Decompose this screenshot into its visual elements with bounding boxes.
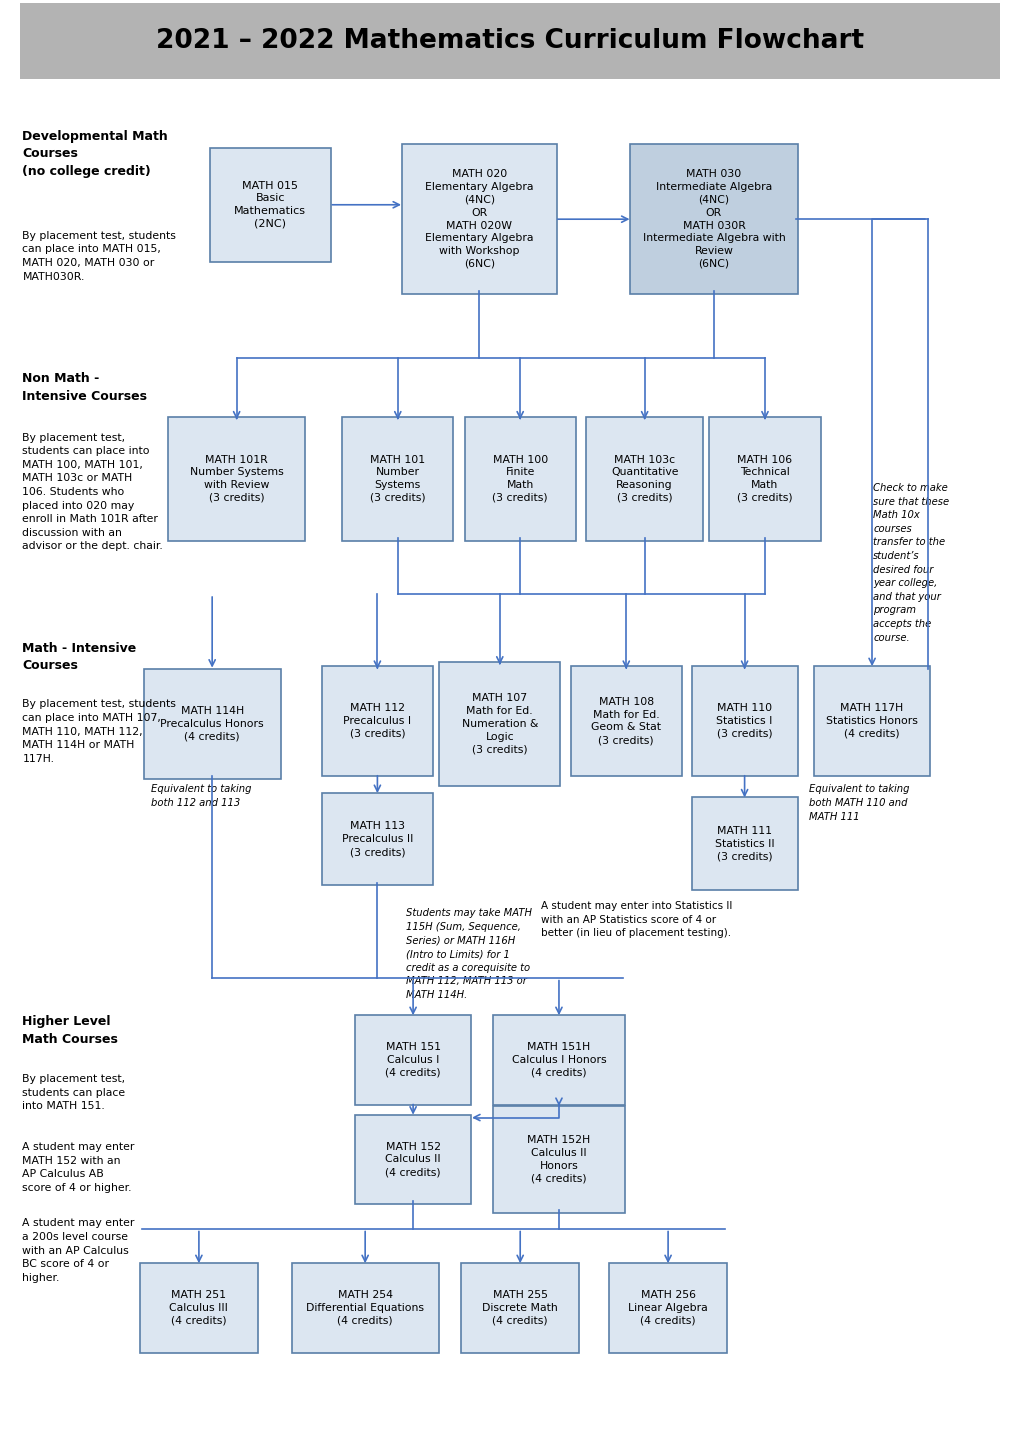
FancyBboxPatch shape [630, 144, 797, 294]
FancyBboxPatch shape [355, 1015, 471, 1105]
FancyBboxPatch shape [571, 666, 681, 776]
Text: MATH 255
Discrete Math
(4 credits): MATH 255 Discrete Math (4 credits) [482, 1291, 557, 1325]
Text: MATH 020
Elementary Algebra
(4NC)
OR
MATH 020W
Elementary Algebra
with Workshop
: MATH 020 Elementary Algebra (4NC) OR MAT… [425, 169, 533, 270]
FancyBboxPatch shape [144, 669, 280, 779]
Text: Non Math -
Intensive Courses: Non Math - Intensive Courses [22, 372, 148, 402]
FancyBboxPatch shape [586, 417, 702, 541]
Text: MATH 254
Differential Equations
(4 credits): MATH 254 Differential Equations (4 credi… [306, 1291, 424, 1325]
Text: MATH 101R
Number Systems
with Review
(3 credits): MATH 101R Number Systems with Review (3 … [190, 454, 283, 503]
Text: MATH 152H
Calculus II
Honors
(4 credits): MATH 152H Calculus II Honors (4 credits) [527, 1135, 590, 1184]
Text: MATH 251
Calculus III
(4 credits): MATH 251 Calculus III (4 credits) [169, 1291, 228, 1325]
Text: MATH 100
Finite
Math
(3 credits): MATH 100 Finite Math (3 credits) [492, 454, 547, 503]
FancyBboxPatch shape [493, 1015, 625, 1105]
Text: MATH 117H
Statistics Honors
(4 credits): MATH 117H Statistics Honors (4 credits) [825, 704, 917, 738]
Text: 2021 – 2022 Mathematics Curriculum Flowchart: 2021 – 2022 Mathematics Curriculum Flowc… [156, 27, 863, 55]
Text: MATH 151
Calculus I
(4 credits): MATH 151 Calculus I (4 credits) [385, 1043, 440, 1077]
FancyBboxPatch shape [401, 144, 556, 294]
Text: MATH 114H
Precalculus Honors
(4 credits): MATH 114H Precalculus Honors (4 credits) [160, 707, 264, 741]
FancyBboxPatch shape [322, 793, 433, 885]
Text: Equivalent to taking
both 112 and 113: Equivalent to taking both 112 and 113 [151, 784, 252, 808]
Text: MATH 015
Basic
Mathematics
(2NC): MATH 015 Basic Mathematics (2NC) [234, 180, 306, 229]
Text: MATH 107
Math for Ed.
Numeration &
Logic
(3 credits): MATH 107 Math for Ed. Numeration & Logic… [462, 694, 537, 754]
Text: MATH 101
Number
Systems
(3 credits): MATH 101 Number Systems (3 credits) [370, 454, 425, 503]
Text: Students may take MATH
115H (Sum, Sequence,
Series) or MATH 116H
(Intro to Limit: Students may take MATH 115H (Sum, Sequen… [406, 908, 532, 1001]
FancyBboxPatch shape [608, 1263, 727, 1353]
FancyBboxPatch shape [465, 417, 576, 541]
Text: MATH 106
Technical
Math
(3 credits): MATH 106 Technical Math (3 credits) [737, 454, 792, 503]
FancyBboxPatch shape [210, 149, 330, 262]
Text: MATH 151H
Calculus I Honors
(4 credits): MATH 151H Calculus I Honors (4 credits) [512, 1043, 605, 1077]
Text: By placement test, students
can place into MATH 107,
MATH 110, MATH 112,
MATH 11: By placement test, students can place in… [22, 699, 176, 764]
Text: By placement test,
students can place
into MATH 151.: By placement test, students can place in… [22, 1074, 125, 1112]
FancyBboxPatch shape [20, 3, 999, 79]
FancyBboxPatch shape [322, 666, 433, 776]
Text: Check to make
sure that these
Math 10x
courses
transfer to the
student’s
desired: Check to make sure that these Math 10x c… [872, 483, 949, 643]
FancyBboxPatch shape [691, 797, 797, 890]
FancyBboxPatch shape [355, 1115, 471, 1204]
FancyBboxPatch shape [168, 417, 305, 541]
Text: Developmental Math
Courses
(no college credit): Developmental Math Courses (no college c… [22, 130, 168, 177]
FancyBboxPatch shape [493, 1106, 625, 1213]
Text: MATH 110
Statistics I
(3 credits): MATH 110 Statistics I (3 credits) [715, 704, 772, 738]
FancyBboxPatch shape [691, 666, 797, 776]
FancyBboxPatch shape [342, 417, 452, 541]
Text: A student may enter
MATH 152 with an
AP Calculus AB
score of 4 or higher.: A student may enter MATH 152 with an AP … [22, 1142, 135, 1193]
FancyBboxPatch shape [439, 662, 560, 786]
Text: MATH 030
Intermediate Algebra
(4NC)
OR
MATH 030R
Intermediate Algebra with
Revie: MATH 030 Intermediate Algebra (4NC) OR M… [642, 169, 785, 270]
FancyBboxPatch shape [813, 666, 929, 776]
Text: MATH 152
Calculus II
(4 credits): MATH 152 Calculus II (4 credits) [385, 1142, 440, 1177]
Text: MATH 103c
Quantitative
Reasoning
(3 credits): MATH 103c Quantitative Reasoning (3 cred… [610, 454, 678, 503]
FancyBboxPatch shape [461, 1263, 579, 1353]
FancyBboxPatch shape [140, 1263, 258, 1353]
Text: MATH 111
Statistics II
(3 credits): MATH 111 Statistics II (3 credits) [714, 826, 773, 861]
Text: Equivalent to taking
both MATH 110 and
MATH 111: Equivalent to taking both MATH 110 and M… [808, 784, 909, 822]
FancyBboxPatch shape [291, 1263, 438, 1353]
Text: Math - Intensive
Courses: Math - Intensive Courses [22, 642, 137, 672]
FancyBboxPatch shape [709, 417, 820, 541]
Text: A student may enter
a 200s level course
with an AP Calculus
BC score of 4 or
hig: A student may enter a 200s level course … [22, 1218, 135, 1283]
Text: Higher Level
Math Courses: Higher Level Math Courses [22, 1015, 118, 1045]
Text: MATH 108
Math for Ed.
Geom & Stat
(3 credits): MATH 108 Math for Ed. Geom & Stat (3 cre… [591, 696, 660, 746]
Text: MATH 112
Precalculus I
(3 credits): MATH 112 Precalculus I (3 credits) [343, 704, 411, 738]
Text: MATH 113
Precalculus II
(3 credits): MATH 113 Precalculus II (3 credits) [341, 822, 413, 857]
Text: By placement test,
students can place into
MATH 100, MATH 101,
MATH 103c or MATH: By placement test, students can place in… [22, 433, 163, 551]
Text: By placement test, students
can place into MATH 015,
MATH 020, MATH 030 or
MATH0: By placement test, students can place in… [22, 231, 176, 281]
Text: A student may enter into Statistics II
with an AP Statistics score of 4 or
bette: A student may enter into Statistics II w… [540, 901, 732, 939]
Text: MATH 256
Linear Algebra
(4 credits): MATH 256 Linear Algebra (4 credits) [628, 1291, 707, 1325]
